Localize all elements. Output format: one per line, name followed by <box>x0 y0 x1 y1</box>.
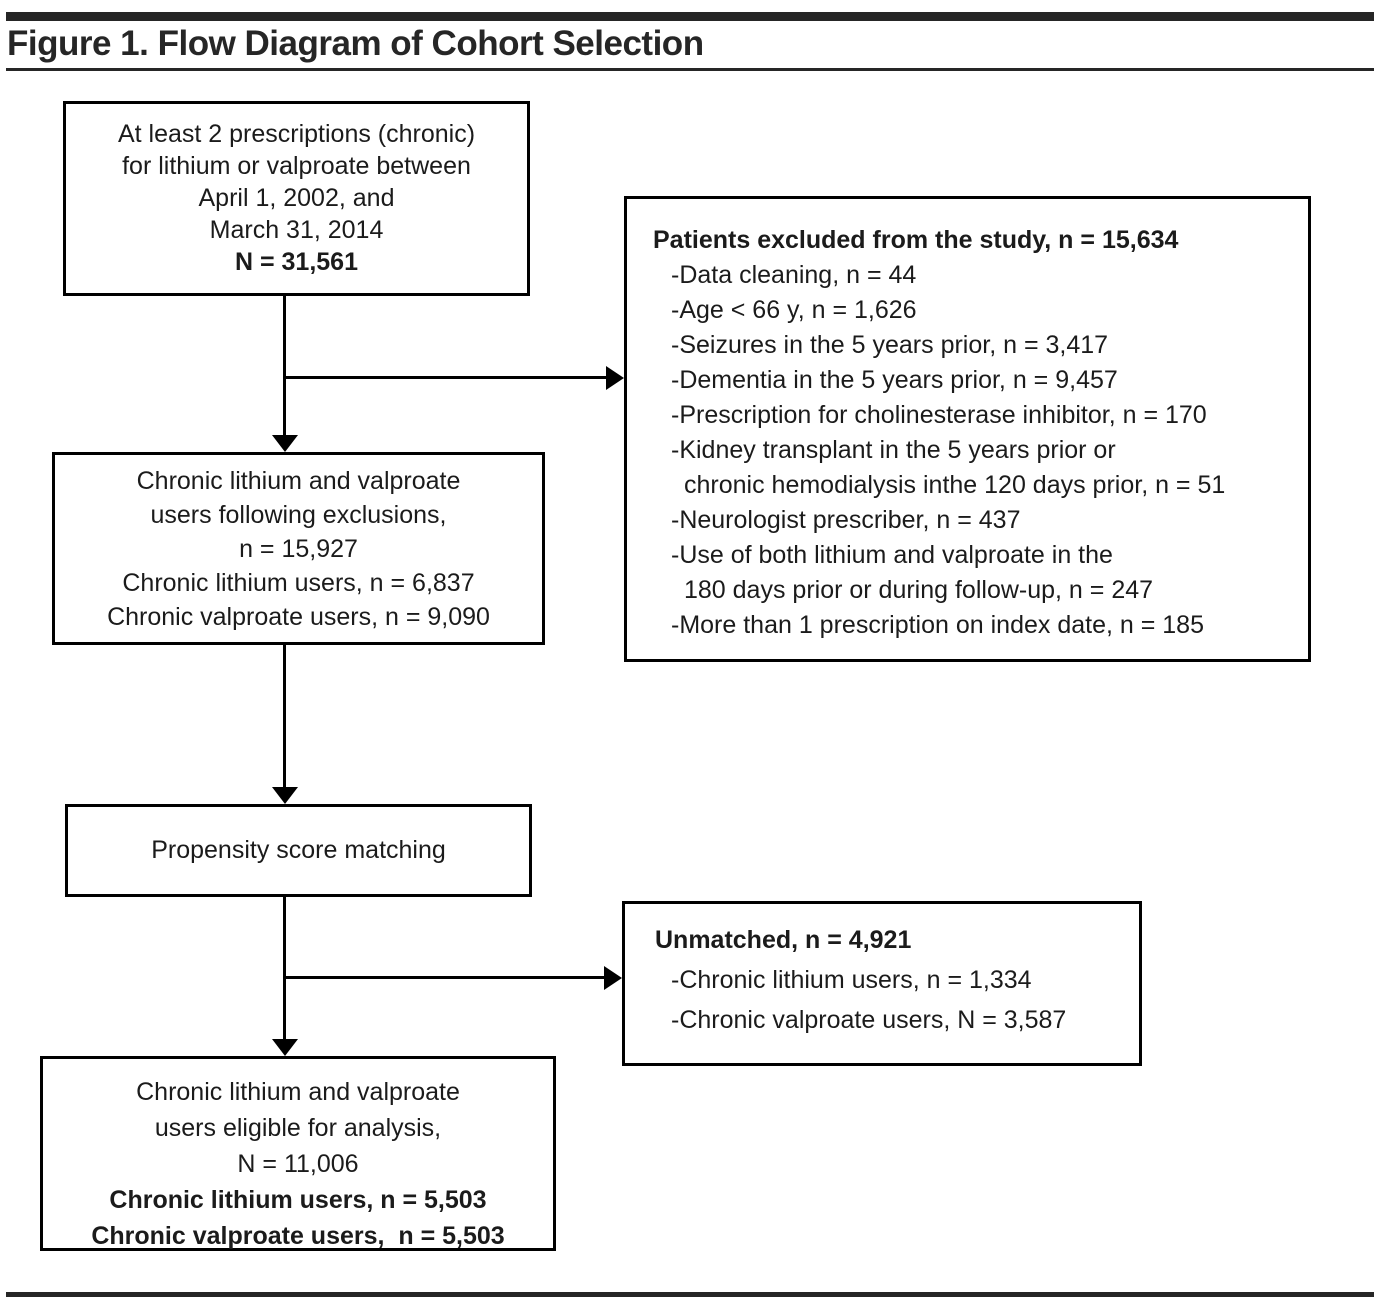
exclusion-box-header: Patients excluded from the study, n = 15… <box>653 226 1179 254</box>
bottom-rule <box>6 1292 1374 1297</box>
final-cohort-line: Chronic lithium and valproate <box>136 1078 460 1106</box>
exclusion-item-continuation: chronic hemodialysis inthe 120 days prio… <box>684 471 1226 499</box>
start-box: At least 2 prescriptions (chronic) for l… <box>63 101 530 296</box>
start-box-line: April 1, 2002, and <box>198 184 395 212</box>
final-cohort-box: Chronic lithium and valproate users elig… <box>40 1056 556 1251</box>
exclusion-item: -Data cleaning, n = 44 <box>671 261 917 289</box>
exclusion-item: -Age < 66 y, n = 1,626 <box>671 296 917 324</box>
figure-title: Figure 1. Flow Diagram of Cohort Selecti… <box>7 24 704 63</box>
start-box-line: At least 2 prescriptions (chronic) <box>117 120 476 148</box>
title-underline-rule <box>6 68 1374 71</box>
propensity-matching-label: Propensity score matching <box>151 836 446 864</box>
arrowhead-down-post-exclusion <box>272 435 298 452</box>
final-cohort-lithium-n: Chronic lithium users, n = 5,503 <box>109 1186 487 1214</box>
final-cohort-line: users eligible for analysis, <box>154 1114 442 1142</box>
exclusion-item: -Use of both lithium and valproate in th… <box>671 541 1113 569</box>
exclusion-item: -Prescription for cholinesterase inhibit… <box>671 401 1207 429</box>
exclusion-item: -Seizures in the 5 years prior, n = 3,41… <box>671 331 1109 359</box>
final-cohort-line: N = 11,006 <box>237 1150 359 1178</box>
exclusion-item: -Dementia in the 5 years prior, n = 9,45… <box>671 366 1118 394</box>
start-box-line: for lithium or valproate between <box>122 152 471 180</box>
unmatched-item: -Chronic lithium users, n = 1,334 <box>671 966 1032 994</box>
propensity-matching-box: Propensity score matching <box>65 804 532 897</box>
post-exclusion-line: n = 15,927 <box>239 535 358 563</box>
exclusion-item: -More than 1 prescription on index date,… <box>671 611 1204 639</box>
unmatched-box-header: Unmatched, n = 4,921 <box>655 926 912 954</box>
exclusion-item-continuation: 180 days prior or during follow-up, n = … <box>684 576 1154 604</box>
post-exclusion-box: Chronic lithium and valproate users foll… <box>52 452 545 645</box>
arrowhead-down-final <box>272 1039 298 1056</box>
arrowhead-down-propensity <box>272 787 298 804</box>
post-exclusion-line: users following exclusions, <box>150 501 447 529</box>
exclusion-item: -Kidney transplant in the 5 years prior … <box>671 436 1116 464</box>
unmatched-item: -Chronic valproate users, N = 3,587 <box>671 1006 1067 1034</box>
arrowhead-right-exclusions <box>606 366 624 390</box>
exclusion-item: -Neurologist prescriber, n = 437 <box>671 506 1021 534</box>
post-exclusion-line: Chronic valproate users, n = 9,090 <box>107 603 490 631</box>
flow-line-propensity-to-final <box>283 897 286 1040</box>
arrowhead-right-unmatched <box>604 966 622 990</box>
start-box-total-n: N = 31,561 <box>234 248 358 276</box>
flow-line-to-exclusions <box>284 376 606 379</box>
top-rule <box>6 12 1374 21</box>
start-box-line: March 31, 2014 <box>209 216 384 244</box>
flow-line-to-unmatched <box>284 976 604 979</box>
final-cohort-valproate-n: Chronic valproate users, n = 5,503 <box>91 1222 505 1250</box>
unmatched-box: Unmatched, n = 4,921 -Chronic lithium us… <box>622 901 1142 1066</box>
post-exclusion-line: Chronic lithium and valproate <box>136 467 461 495</box>
exclusion-box: Patients excluded from the study, n = 15… <box>624 196 1311 662</box>
post-exclusion-line: Chronic lithium users, n = 6,837 <box>122 569 475 597</box>
flow-line-start-to-post <box>283 296 286 436</box>
flow-line-post-to-propensity <box>283 645 286 788</box>
